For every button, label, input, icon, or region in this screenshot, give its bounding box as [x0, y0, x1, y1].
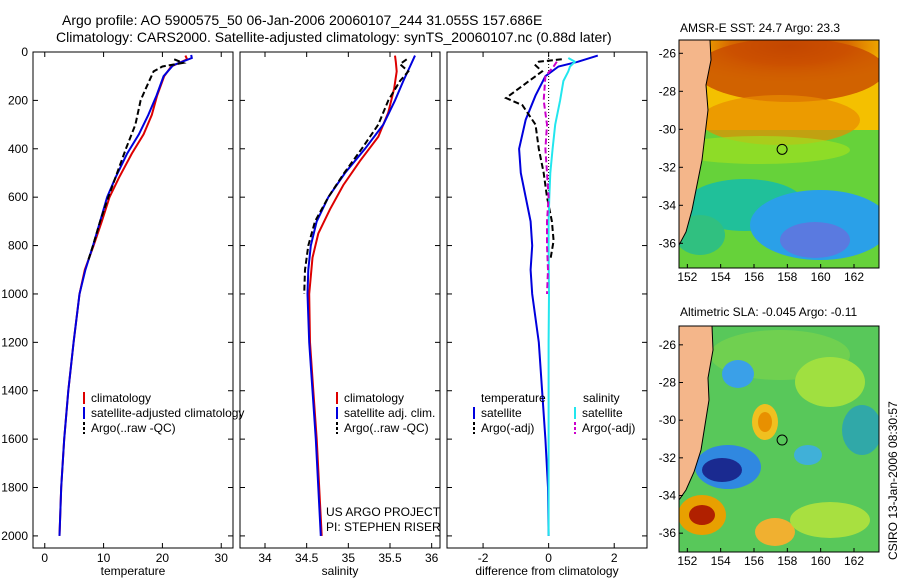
sst-land — [679, 40, 711, 245]
legend-diff-t-sat-label: satellite — [481, 406, 522, 420]
temperature-ytick-label-5: 1000 — [1, 287, 28, 301]
legend-1-2-label: Argo(..raw -QC) — [344, 421, 429, 435]
temperature-ytick-label-1: 200 — [8, 93, 28, 107]
temperature-ytick-label-2: 400 — [8, 142, 28, 156]
sst_map-ytick-label-5: -36 — [659, 236, 677, 250]
difference-series-0 — [518, 54, 599, 536]
sla_map-ytick-label-2: -30 — [659, 413, 677, 427]
sst_map-ytick-label-4: -34 — [659, 198, 677, 212]
axes-frame-temperature — [32, 51, 234, 549]
temperature-xtick-label-0: 0 — [41, 551, 48, 565]
difference-xtick-label-0: -2 — [478, 551, 489, 565]
legend-diff-salinity-header: salinity — [583, 391, 620, 405]
axes-frame-difference — [446, 51, 648, 549]
sst_map-ytick-label-0: -26 — [659, 46, 677, 60]
temperature-xtick-label-3: 30 — [215, 551, 229, 565]
sst_map-ytick-label-3: -32 — [659, 160, 677, 174]
salinity-xtick-label-0: 34 — [258, 551, 272, 565]
sst_map-profile-marker — [776, 143, 788, 155]
salinity-xlabel: salinity — [322, 564, 359, 578]
legend-diff-t-argo-label: Argo(-adj) — [481, 421, 534, 435]
sst_map-ytick-label-2: -30 — [659, 122, 677, 136]
legend-1-1-label: satellite adj. clim. — [344, 406, 435, 420]
sst_map-xtick-label-3: 158 — [777, 270, 797, 284]
sla_map-xtick-label-1: 154 — [711, 554, 731, 568]
temperature-ytick-label-8: 1600 — [1, 432, 28, 446]
salinity-xtick-label-1: 34.5 — [295, 551, 319, 565]
difference-xlabel: difference from climatology — [475, 564, 618, 578]
temperature-ytick-label-10: 2000 — [1, 529, 28, 543]
sst_map-xtick-label-5: 162 — [844, 270, 864, 284]
legend-0-1-label: satellite-adjusted climatology — [91, 406, 244, 420]
difference-xtick-label-2: 2 — [611, 551, 618, 565]
sla_map-profile-marker — [776, 434, 788, 446]
salinity-series-2 — [303, 58, 410, 295]
sla_map-ytick-label-3: -32 — [659, 451, 677, 465]
pi-note: PI: STEPHEN RISER — [326, 520, 441, 534]
title-line-1: Argo profile: AO 5900575_50 06-Jan-2006 … — [62, 12, 543, 28]
salinity-xtick-label-2: 35 — [342, 551, 356, 565]
sla_map-xtick-label-0: 152 — [677, 554, 697, 568]
salinity-xtick-label-3: 35.5 — [378, 551, 402, 565]
temperature-xtick-label-2: 20 — [156, 551, 170, 565]
temperature-xlabel: temperature — [101, 564, 166, 578]
temperature-ytick-label-9: 1800 — [1, 481, 28, 495]
sla_map-ytick-label-5: -36 — [659, 526, 677, 540]
project-note: US ARGO PROJECT — [326, 505, 441, 519]
sla_map-frame — [678, 325, 880, 553]
sst_map-ytick-label-1: -28 — [659, 84, 677, 98]
axes-frame-salinity — [239, 51, 441, 549]
sst_map-xtick-label-0: 152 — [677, 270, 697, 284]
sst-map-title: AMSR-E SST: 24.7 Argo: 23.3 — [680, 21, 840, 35]
temperature-series-1 — [58, 54, 193, 536]
difference-series-2 — [547, 57, 577, 536]
difference-series-1 — [504, 58, 562, 261]
temperature-series-2 — [87, 58, 187, 261]
legend-diff-s-argo-label: Argo(-adj) — [582, 421, 635, 435]
sla_map-xtick-label-4: 160 — [811, 554, 831, 568]
sla_map-ytick-label-4: -34 — [659, 489, 677, 503]
legend-0-0-label: climatology — [91, 391, 151, 405]
sla_map-ytick-label-0: -26 — [659, 338, 677, 352]
sst_map-xtick-label-1: 154 — [711, 270, 731, 284]
difference-series-3 — [542, 61, 558, 295]
temperature-xtick-label-1: 10 — [97, 551, 111, 565]
temperature-ytick-label-6: 1200 — [1, 335, 28, 349]
sst_map-frame — [678, 39, 880, 269]
legend-0-2-label: Argo(..raw -QC) — [91, 421, 176, 435]
difference-xtick-label-1: 0 — [545, 551, 552, 565]
legend-1-0-label: climatology — [344, 391, 404, 405]
sla-land — [679, 326, 713, 500]
sla-map-title: Altimetric SLA: -0.045 Argo: -0.11 — [680, 305, 858, 319]
sst_map-xtick-label-4: 160 — [811, 270, 831, 284]
temperature-ytick-label-7: 1400 — [1, 384, 28, 398]
legend-diff-s-sat-label: satellite — [582, 406, 623, 420]
title-line-2: Climatology: CARS2000. Satellite-adjuste… — [56, 29, 612, 45]
temperature-ytick-label-3: 600 — [8, 190, 28, 204]
sla_map-xtick-label-2: 156 — [744, 554, 764, 568]
sla-map — [679, 326, 879, 552]
sla_map-xtick-label-5: 162 — [844, 554, 864, 568]
salinity-xtick-label-4: 36 — [425, 551, 439, 565]
legend-diff-temperature-header: temperature — [481, 391, 546, 405]
temperature-ytick-label-4: 800 — [8, 239, 28, 253]
timestamp: CSIRO 13-Jan-2006 08:30:57 — [886, 401, 900, 560]
temperature-ytick-label-0: 0 — [21, 45, 28, 59]
salinity-series-1 — [306, 55, 416, 536]
sst-map — [679, 40, 879, 268]
sla_map-xtick-label-3: 158 — [777, 554, 797, 568]
salinity-series-0 — [308, 55, 398, 536]
sst_map-xtick-label-2: 156 — [744, 270, 764, 284]
sla_map-ytick-label-1: -28 — [659, 376, 677, 390]
